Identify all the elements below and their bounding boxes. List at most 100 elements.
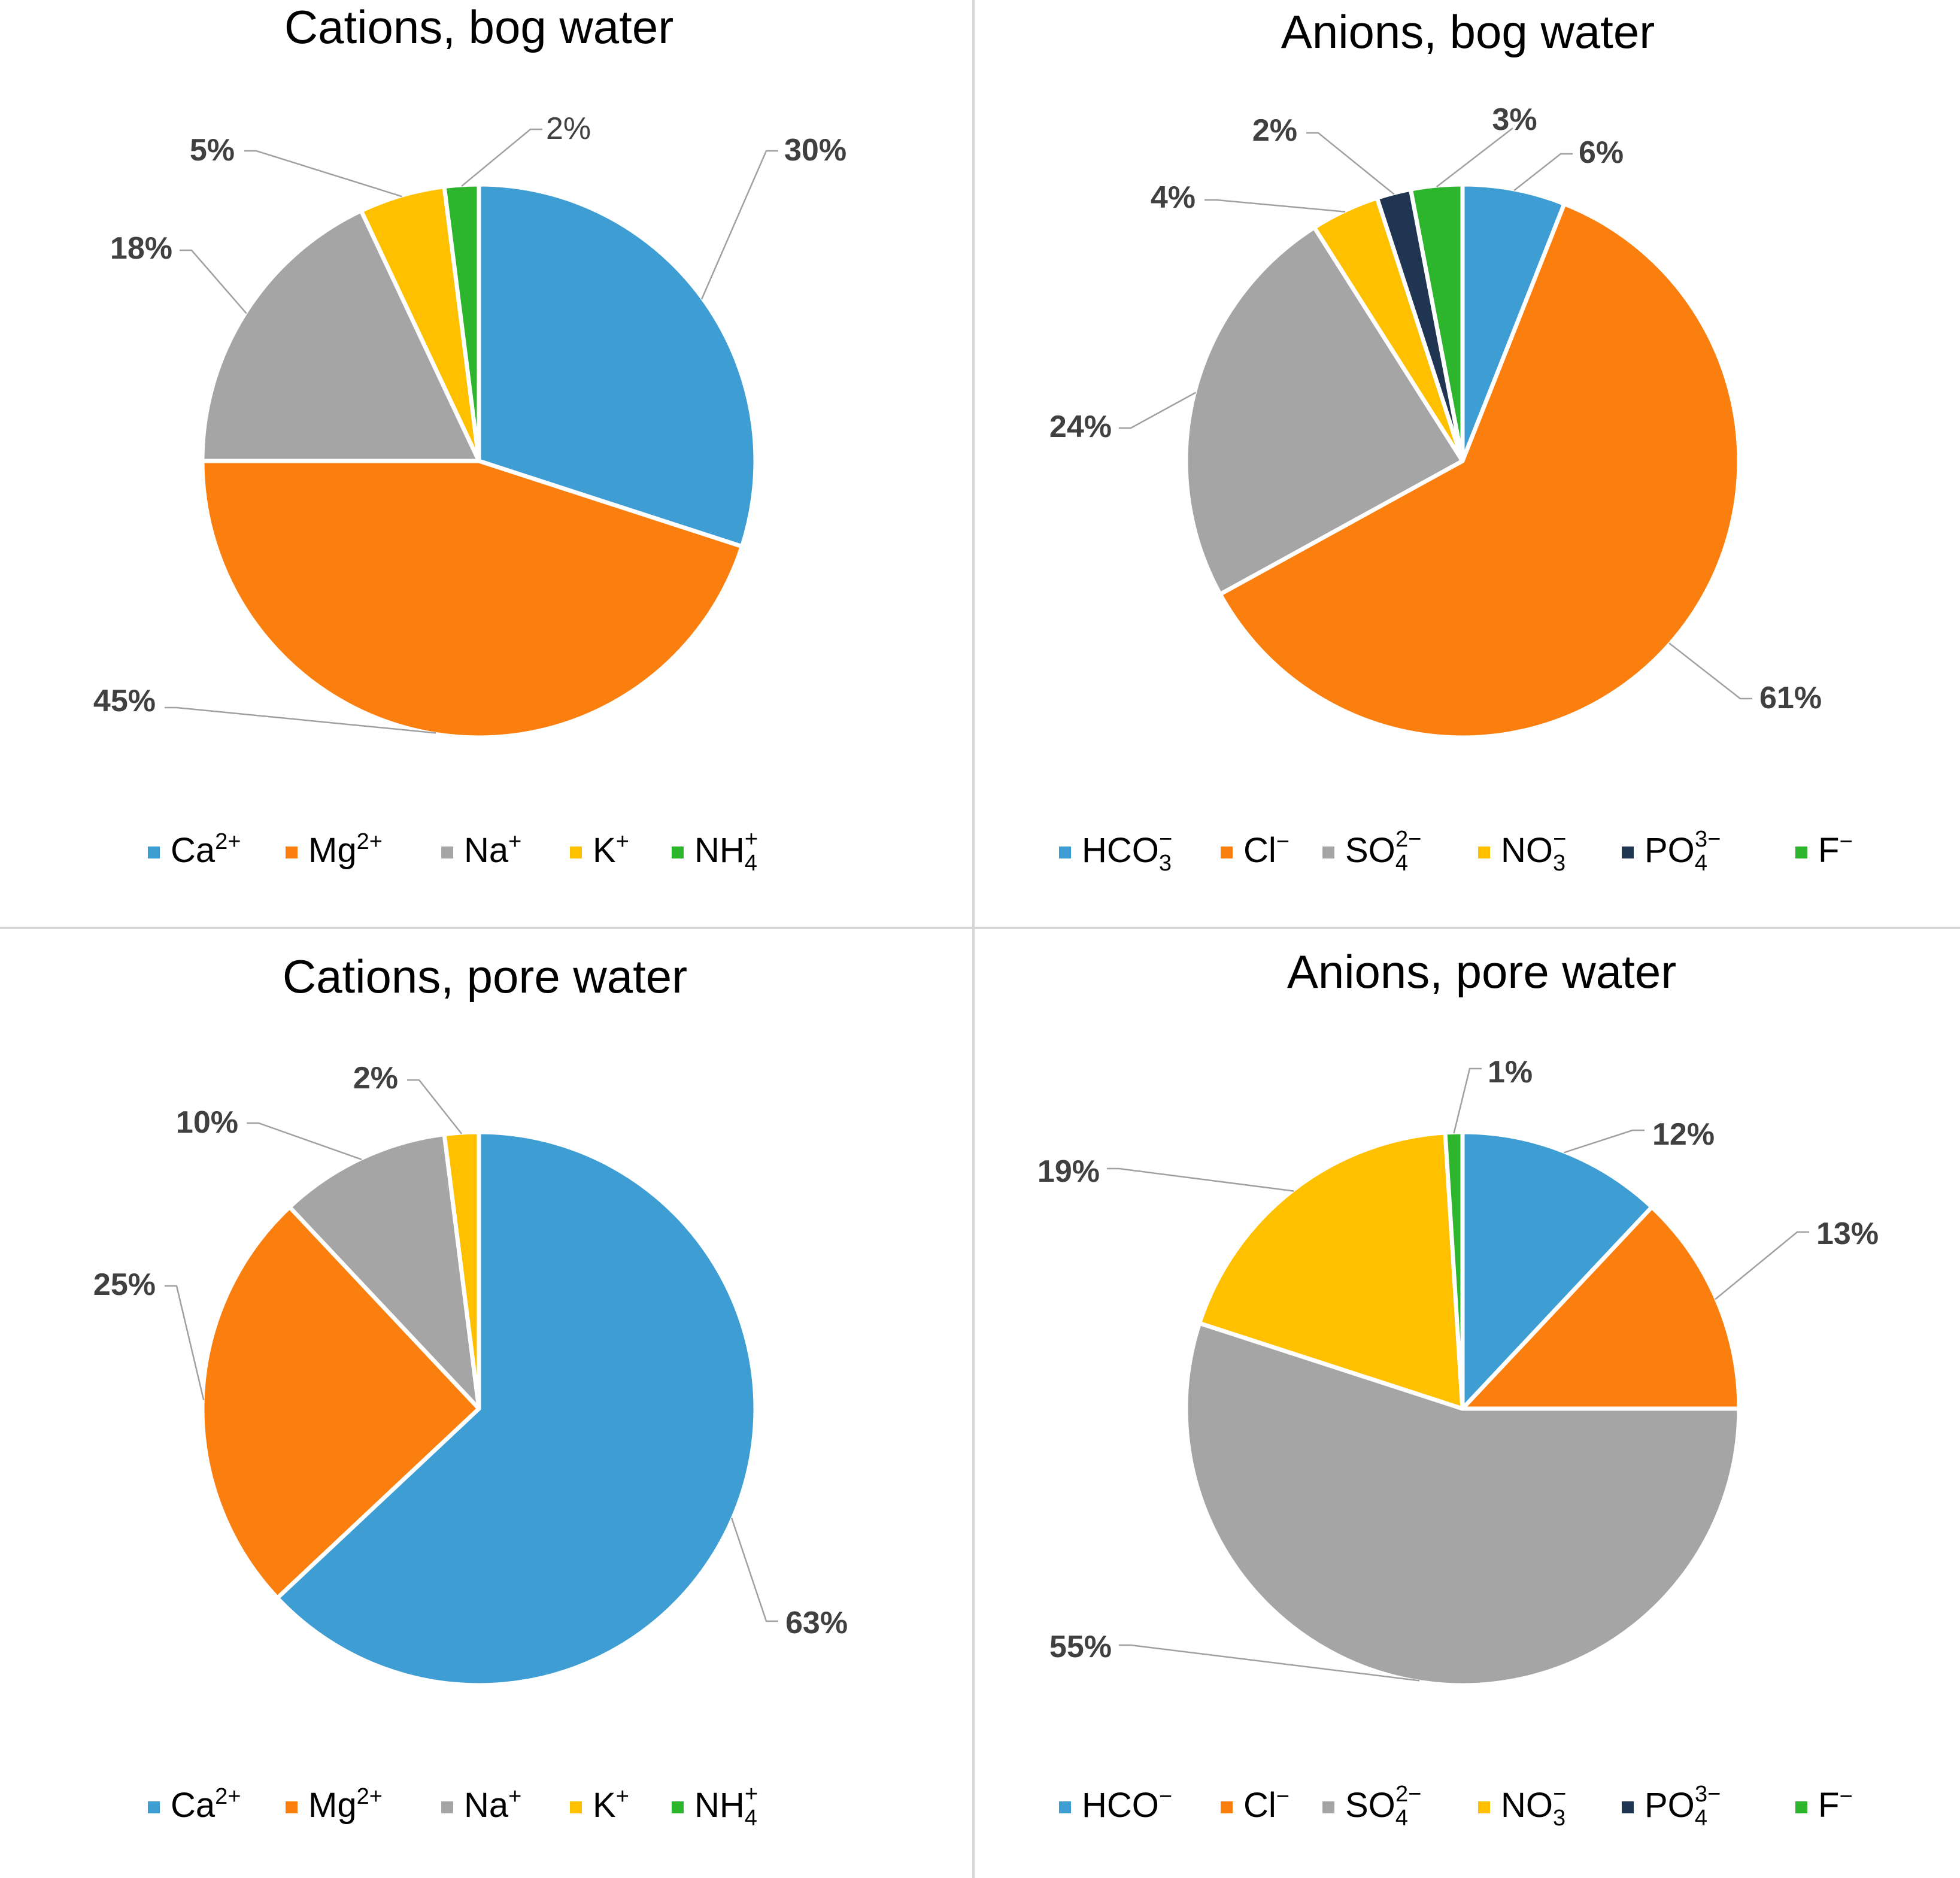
pie-slice-no (1197, 1130, 1465, 1411)
legend-swatch (286, 847, 298, 858)
data-label-cl: 13% (1816, 1216, 1879, 1251)
legend-label: PO43− (1645, 1782, 1721, 1831)
legend: HCO− Cl− SO42− NO3− PO43− F− (1059, 1782, 1853, 1831)
legend-item-hco: HCO− (1059, 1784, 1172, 1825)
legend: Ca2+ Mg2+ Na+ K+ NH4+ (148, 1782, 758, 1831)
legend-swatch (1221, 1801, 1233, 1813)
legend-item-cl: Cl− (1221, 1784, 1290, 1825)
data-label-po: 2% (1252, 113, 1297, 148)
leader-line (1119, 1644, 1420, 1682)
legend-label: PO43− (1645, 827, 1721, 876)
pie-slice-mg (200, 1205, 481, 1600)
legend-label: Ca2+ (171, 829, 241, 870)
legend-swatch (1322, 847, 1334, 858)
pie-chart-anions-pore: Anions, pore water 12% 13% 55% 19% 1% HCO− Cl− S… (1037, 945, 1879, 1831)
leader-line (1107, 1167, 1294, 1192)
pie-slice-nh (442, 182, 481, 463)
chart-anions-bog-water: Anions, bog water 6% 61% 24% 4% 2% 3% HCO3− Cl− S… (980, 0, 1960, 939)
legend-swatch (570, 1801, 582, 1813)
pie-slice-hco (1460, 1130, 1654, 1411)
legend-item-po: PO43− (1622, 827, 1721, 876)
legend-swatch (1622, 1801, 1634, 1813)
legend-swatch (148, 1801, 160, 1813)
legend-swatch (1795, 847, 1807, 858)
legend-item-k: K+ (570, 1784, 629, 1825)
data-label-ca: 63% (785, 1606, 848, 1640)
legend-label: NH4+ (694, 827, 758, 876)
data-label-no: 19% (1037, 1154, 1100, 1189)
legend-swatch (1059, 847, 1071, 858)
data-label-mg: 25% (93, 1267, 156, 1302)
legend-item-f: F− (1795, 1784, 1853, 1825)
legend-label: Cl− (1243, 829, 1290, 870)
legend-item-k: K+ (570, 829, 629, 870)
data-label-hco: 12% (1652, 1117, 1715, 1152)
legend-swatch (1059, 1801, 1071, 1813)
legend-label: NH4+ (694, 1782, 758, 1831)
legend-swatch (1221, 847, 1233, 858)
legend-item-cl: Cl− (1221, 829, 1290, 870)
data-label-so: 24% (1049, 409, 1112, 444)
data-label-ca: 30% (784, 133, 846, 168)
legend-item-mg: Mg2+ (286, 829, 383, 870)
chart-cations-bog-water: Cations, bog water 30% 45% 18% 5% 2% Ca2+ Mg2+ N… (0, 0, 980, 939)
pie-slice-ca (275, 1130, 758, 1688)
legend-label: SO42− (1345, 1782, 1421, 1831)
legend-swatch (1622, 847, 1634, 858)
legend-swatch (1322, 1801, 1334, 1813)
pie-slice-so (1184, 1321, 1741, 1688)
leader-line (1513, 153, 1573, 192)
legend-swatch (441, 847, 453, 858)
legend-item-no: NO3− (1478, 827, 1566, 876)
vertical-divider (972, 0, 975, 1878)
legend-item-so: SO42− (1322, 1782, 1421, 1831)
leader-line (730, 1518, 778, 1622)
legend-label: Ca2+ (171, 1784, 241, 1825)
legend-swatch (570, 847, 582, 858)
data-label-hco: 6% (1579, 135, 1624, 170)
legend-label: HCO3− (1082, 827, 1172, 876)
horizontal-divider (0, 927, 1960, 929)
legend-label: Mg2+ (308, 1784, 383, 1825)
legend-label: SO42− (1345, 827, 1421, 876)
legend-swatch (1478, 1801, 1490, 1813)
chart-title: Cations, pore water (283, 950, 687, 1003)
leader-line (165, 1285, 205, 1400)
legend-swatch (286, 1801, 298, 1813)
chart-title: Anions, bog water (1281, 5, 1655, 58)
legend-swatch (148, 847, 160, 858)
legend-item-f: F− (1795, 829, 1853, 870)
legend-label: F− (1818, 1784, 1853, 1825)
legend-item-hco: HCO3− (1059, 827, 1172, 876)
legend-item-nh: NH4+ (672, 1782, 758, 1831)
leader-line (701, 150, 778, 300)
data-label-f: 1% (1488, 1055, 1533, 1090)
legend-label: Cl− (1243, 1784, 1290, 1825)
leader-line (1563, 1129, 1645, 1154)
legend-swatch (441, 1801, 453, 1813)
legend-swatch (672, 847, 684, 858)
chart-cations-pore-water: Cations, pore water 63% 25% 10% 2% Ca2+ Mg2+ Na… (0, 939, 980, 1877)
leader-line (180, 249, 247, 314)
leader-line (1306, 132, 1395, 195)
pie-slice-na (287, 1132, 481, 1411)
legend-label: Na+ (464, 1784, 521, 1825)
data-label-k: 5% (190, 133, 235, 168)
legend-item-ca: Ca2+ (148, 829, 241, 870)
leader-line (1119, 392, 1197, 429)
legend-label: NO3− (1501, 1782, 1566, 1831)
pie-chart-cations-bog: Cations, bog water 30% 45% 18% 5% 2% Ca2+ Mg2+ N… (93, 1, 846, 876)
legend-item-na: Na+ (441, 1784, 521, 1825)
leader-line (1204, 199, 1346, 213)
data-label-na: 18% (110, 231, 172, 266)
legend-item-nh: NH4+ (672, 827, 758, 876)
legend-item-no: NO3− (1478, 1782, 1566, 1831)
legend-swatch (1795, 1801, 1807, 1813)
legend-label: Mg2+ (308, 829, 383, 870)
leader-line (1453, 1067, 1482, 1134)
leader-line (244, 150, 403, 198)
legend-label: K+ (593, 1784, 629, 1825)
legend-item-ca: Ca2+ (148, 1784, 241, 1825)
legend: HCO3− Cl− SO42− NO3− PO43− F− (1059, 827, 1853, 876)
legend-item-mg: Mg2+ (286, 1784, 383, 1825)
